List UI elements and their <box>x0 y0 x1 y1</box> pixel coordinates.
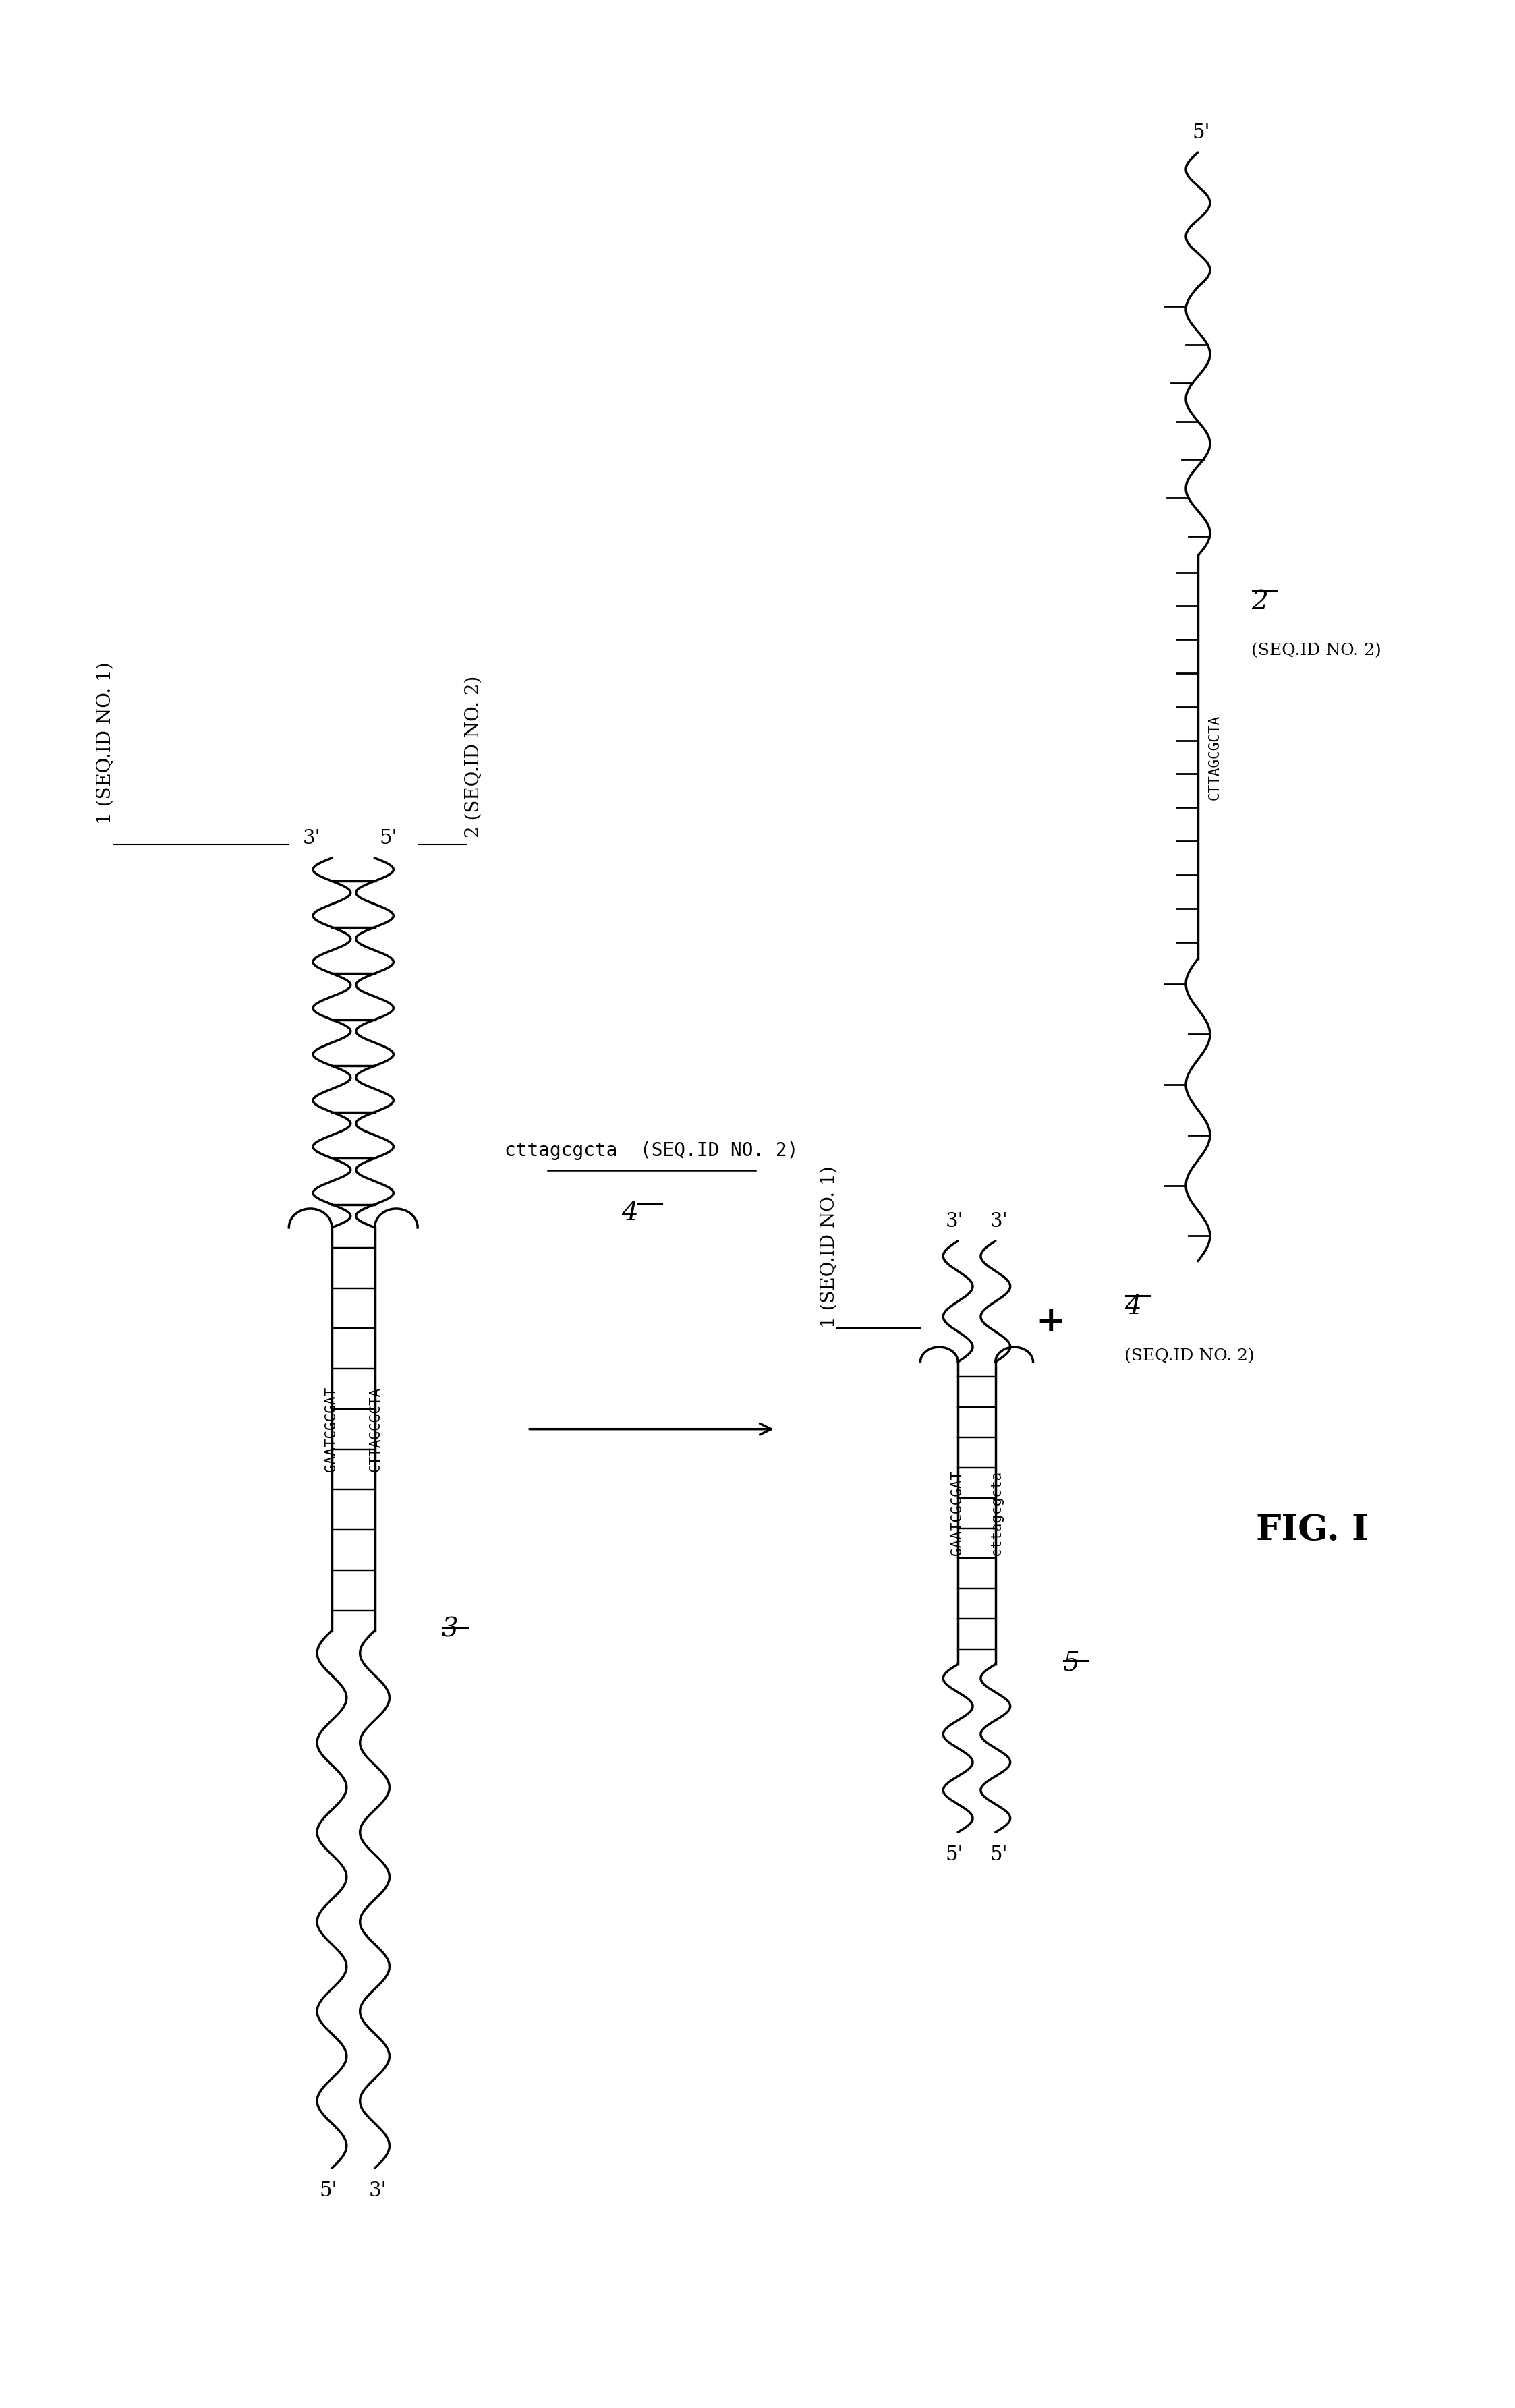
Text: 1 (SEQ.ID NO. 1): 1 (SEQ.ID NO. 1) <box>95 662 114 824</box>
Text: 5': 5' <box>379 828 397 848</box>
Text: 3: 3 <box>442 1618 459 1642</box>
Text: 3': 3' <box>989 1211 1007 1230</box>
Text: (SEQ.ID NO. 2): (SEQ.ID NO. 2) <box>1124 1348 1254 1363</box>
Text: 4: 4 <box>1124 1296 1141 1320</box>
Text: GAATCGCGAT: GAATCGCGAT <box>950 1471 964 1556</box>
Text: 3': 3' <box>370 2182 386 2201</box>
Text: 5': 5' <box>1192 123 1210 142</box>
Text: 5': 5' <box>320 2182 338 2201</box>
Text: cttagcgcta: cttagcgcta <box>989 1471 1003 1556</box>
Text: 5': 5' <box>945 1845 964 1864</box>
Text: cttagcgcta  (SEQ.ID NO. 2): cttagcgcta (SEQ.ID NO. 2) <box>504 1141 798 1161</box>
Text: 5: 5 <box>1062 1652 1079 1676</box>
Text: 3': 3' <box>303 828 321 848</box>
Text: 2: 2 <box>1251 590 1268 614</box>
Text: (SEQ.ID NO. 2): (SEQ.ID NO. 2) <box>1251 643 1382 657</box>
Text: 2 (SEQ.ID NO. 2): 2 (SEQ.ID NO. 2) <box>465 677 483 838</box>
Text: FIG. I: FIG. I <box>1256 1512 1368 1546</box>
Text: 4: 4 <box>621 1202 638 1226</box>
Text: 3': 3' <box>945 1211 964 1230</box>
Text: +: + <box>1036 1305 1065 1339</box>
Text: CTTAGCGCTA: CTTAGCGCTA <box>1207 715 1221 799</box>
Text: 5': 5' <box>989 1845 1007 1864</box>
Text: 1 (SEQ.ID NO. 1): 1 (SEQ.ID NO. 1) <box>820 1165 838 1329</box>
Text: CTTAGCGCTA: CTTAGCGCTA <box>368 1387 382 1471</box>
Text: GAATCGCGAT: GAATCGCGAT <box>324 1387 338 1471</box>
